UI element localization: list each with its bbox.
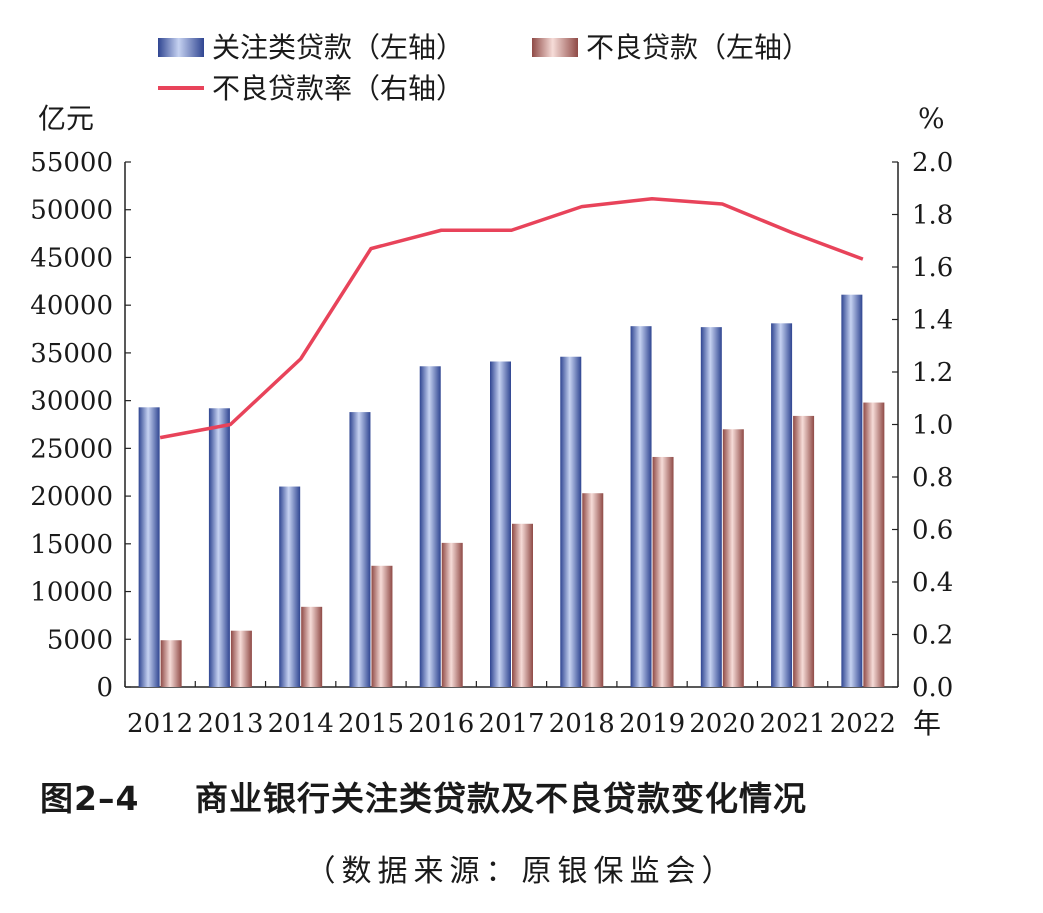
left-tick-label: 5000	[47, 625, 113, 655]
attention-loan-bar	[419, 366, 441, 687]
npl-bar	[863, 402, 885, 687]
right-tick-label: 1.2	[912, 358, 953, 388]
right-tick-label: 0.2	[912, 621, 953, 651]
left-tick-label: 25000	[30, 434, 113, 464]
right-tick-label: 0.6	[912, 516, 953, 546]
chart-svg: 关注类贷款（左轴） 不良贷款（左轴） 不良贷款率（右轴） 0 5000 10000 150…	[30, 31, 953, 740]
left-tick-label: 0	[96, 673, 113, 703]
left-tick-label: 55000	[30, 148, 113, 178]
x-tick-label: 2021	[760, 709, 826, 739]
legend-swatch-npl	[532, 38, 578, 57]
legend-label-npl: 不良贷款（左轴）	[586, 31, 810, 64]
npl-bar	[301, 606, 323, 687]
x-tick-label: 2019	[619, 709, 685, 739]
figure-title: 商业银行关注类贷款及不良贷款变化情况	[195, 779, 807, 818]
left-tick-label: 45000	[30, 243, 113, 273]
right-tick-label: 0.0	[912, 673, 953, 703]
npl-bar	[230, 630, 252, 687]
x-tick-label: 2018	[549, 709, 615, 739]
attention-loan-bar	[490, 361, 511, 687]
x-tick-label: 2016	[408, 709, 474, 739]
figure-number: 图2–4	[40, 779, 140, 818]
legend-label-attention-loan: 关注类贷款（左轴）	[212, 31, 464, 64]
attention-loan-bar	[279, 486, 301, 687]
left-axis-unit: 亿元	[38, 102, 94, 135]
data-source-note: （数据来源：原银保监会）	[305, 854, 738, 889]
x-tick-label: 2012	[127, 709, 193, 739]
npl-bar	[652, 456, 674, 687]
x-tick-label: 2014	[268, 709, 334, 739]
right-tick-label: 0.4	[912, 568, 953, 598]
right-tick-label: 1.4	[912, 306, 953, 336]
left-tick-label: 50000	[30, 196, 113, 226]
x-tick-label: 2013	[197, 709, 263, 739]
left-tick-label: 20000	[30, 482, 113, 512]
right-tick-label: 1.0	[912, 411, 953, 441]
npl-ratio-line	[159, 197, 864, 440]
x-tick-label: 2017	[478, 709, 544, 739]
left-tick-label: 30000	[30, 387, 113, 417]
legend-label-npl-ratio: 不良贷款率（右轴）	[212, 72, 464, 105]
attention-loan-bar	[700, 327, 722, 687]
attention-loan-bar	[208, 408, 230, 687]
npl-bar	[160, 640, 182, 687]
left-tick-label: 15000	[30, 530, 113, 560]
x-axis-unit: 年	[913, 707, 941, 740]
attention-loan-bar	[138, 407, 160, 687]
left-tick-label: 35000	[30, 339, 113, 369]
npl-bar	[441, 542, 463, 687]
right-tick-label: 1.8	[912, 201, 953, 231]
right-tick-label: 0.8	[912, 463, 953, 493]
npl-bar	[722, 429, 744, 687]
x-tick-label: 2020	[689, 709, 755, 739]
left-tick-label: 40000	[30, 291, 113, 321]
right-tick-label: 2.0	[912, 148, 953, 178]
attention-loan-bar	[630, 326, 652, 687]
attention-loan-bar	[841, 294, 863, 687]
npl-bar	[512, 523, 533, 687]
attention-loan-bar	[771, 323, 793, 687]
x-tick-label: 2015	[338, 709, 404, 739]
legend-swatch-attention-loan	[158, 38, 204, 57]
right-axis-unit: %	[918, 102, 945, 135]
x-tick-label: 2022	[830, 709, 896, 739]
npl-bar	[793, 415, 815, 687]
attention-loan-bar	[349, 412, 371, 687]
right-tick-label: 1.6	[912, 253, 953, 283]
npl-bar	[582, 493, 604, 687]
left-tick-label: 10000	[30, 578, 113, 608]
attention-loan-bar	[560, 356, 582, 687]
npl-bar	[371, 565, 393, 687]
